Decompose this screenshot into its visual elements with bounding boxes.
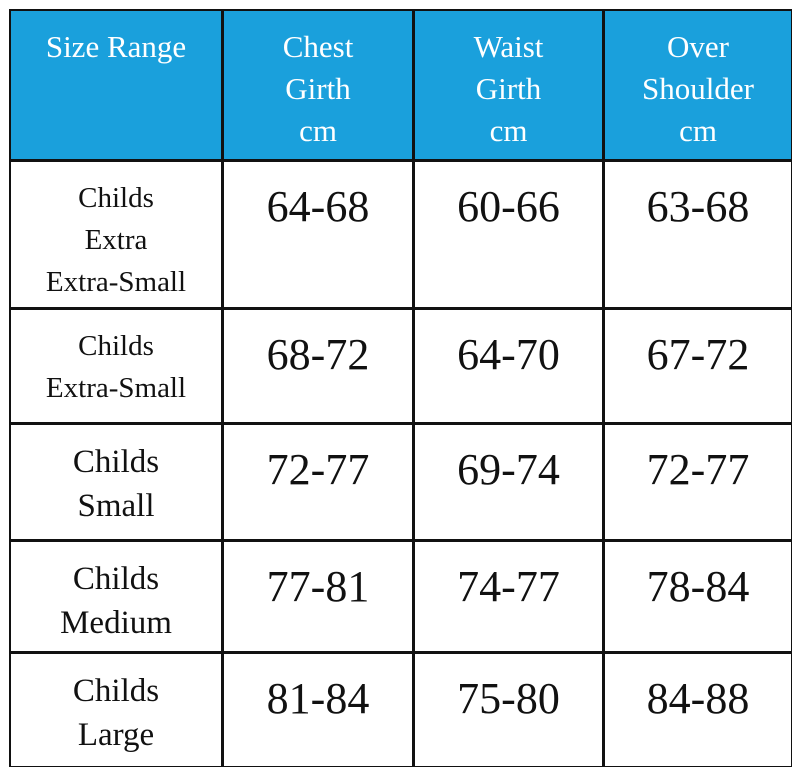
measurement-cell: 74-77 — [415, 542, 602, 651]
measurement-cell: 67-72 — [605, 310, 791, 422]
measurement-cell: 68-72 — [224, 310, 412, 422]
size-label: Childs — [78, 330, 154, 362]
header-text: Waist — [473, 29, 544, 64]
measurement-cell: 78-84 — [605, 542, 791, 651]
measurement-cell: 81-84 — [224, 654, 412, 766]
measurement-cell: 77-81 — [224, 542, 412, 651]
size-label: Extra-Small — [45, 266, 187, 298]
size-label: Small — [77, 488, 155, 524]
size-label: Medium — [60, 605, 172, 641]
size-label: Childs — [72, 444, 160, 480]
measurement: 72-77 — [646, 445, 750, 494]
measurement: 69-74 — [457, 445, 560, 494]
size-label-cell: Childs Extra-Small — [11, 310, 221, 422]
measurement-cell: 72-77 — [224, 425, 412, 539]
header-text: Chest — [282, 29, 354, 64]
header-text: Shoulder — [642, 71, 754, 106]
header-cell: Size Range — [11, 11, 221, 159]
measurement: 77-81 — [266, 562, 370, 611]
size-label: Childs — [78, 182, 154, 214]
size-label: Extra-Small — [45, 372, 187, 404]
measurement: 84-88 — [646, 674, 750, 723]
measurement-cell: 60-66 — [415, 162, 602, 307]
size-label: Extra — [84, 224, 148, 256]
measurement: 74-77 — [457, 562, 560, 611]
measurement-cell: 64-68 — [224, 162, 412, 307]
size-label: Large — [77, 717, 155, 753]
measurement-cell: 64-70 — [415, 310, 602, 422]
size-label: Childs — [72, 673, 160, 709]
measurement: 63-68 — [646, 182, 750, 231]
measurement: 68-72 — [266, 330, 370, 379]
measurement: 78-84 — [646, 562, 750, 611]
measurement: 67-72 — [646, 330, 750, 379]
measurement: 60-66 — [457, 182, 560, 231]
size-label-cell: Childs Extra Extra-Small — [11, 162, 221, 307]
header-cell: Chest Girth cm — [224, 11, 412, 159]
header-text: Size Range — [45, 29, 187, 64]
header-cell: Over Shoulder cm — [605, 11, 791, 159]
measurement-cell: 69-74 — [415, 425, 602, 539]
header-cell: Waist Girth cm — [415, 11, 602, 159]
header-text: Over — [667, 29, 729, 64]
header-text: cm — [489, 113, 528, 148]
header-text: cm — [299, 113, 337, 148]
size-label-cell: Childs Medium — [11, 542, 221, 651]
measurement-cell: 84-88 — [605, 654, 791, 766]
measurement: 72-77 — [266, 445, 370, 494]
header-text: Girth — [475, 71, 542, 106]
measurement: 81-84 — [266, 674, 370, 723]
measurement-cell: 75-80 — [415, 654, 602, 766]
size-label-cell: Childs Small — [11, 425, 221, 539]
measurement-cell: 63-68 — [605, 162, 791, 307]
header-text: cm — [679, 113, 717, 148]
header-text: Girth — [285, 71, 351, 106]
measurement: 64-68 — [266, 182, 370, 231]
measurement: 64-70 — [457, 330, 560, 379]
size-label-cell: Childs Large — [11, 654, 221, 766]
measurement-cell: 72-77 — [605, 425, 791, 539]
size-label: Childs — [72, 561, 160, 597]
size-table: Size Range Chest Girth cm Waist Girth cm Over Sh… — [9, 9, 792, 767]
measurement: 75-80 — [457, 674, 560, 723]
